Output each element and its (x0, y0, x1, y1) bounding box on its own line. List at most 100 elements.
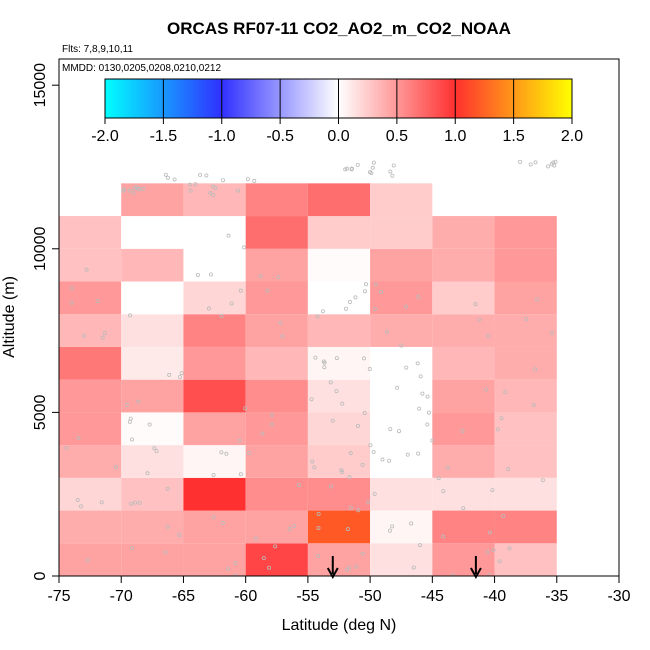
sample-point (221, 178, 226, 183)
sample-point (137, 500, 142, 505)
sample-point (165, 524, 170, 529)
sample-point (360, 551, 365, 556)
sample-point (347, 475, 352, 480)
sample-point (497, 559, 502, 564)
sample-point (486, 333, 491, 338)
sample-point (533, 367, 538, 372)
sample-point (380, 457, 385, 462)
x-tick-label: -40 (483, 588, 506, 605)
sample-point (417, 406, 422, 411)
heatmap-cell (183, 379, 246, 413)
sample-point (355, 162, 360, 167)
heatmap-cell (307, 543, 371, 576)
sample-point (399, 343, 404, 348)
sample-point (415, 361, 420, 366)
heatmap-cell (494, 379, 557, 413)
sample-point (528, 162, 533, 167)
heatmap-cell (59, 346, 122, 380)
sample-point (238, 288, 243, 293)
sample-point (355, 423, 360, 428)
sample-point (129, 545, 134, 550)
heatmap-cell (432, 346, 495, 380)
sample-point (343, 306, 348, 311)
sample-point (363, 282, 368, 287)
x-tick-label: -65 (172, 588, 195, 605)
sample-point (353, 295, 358, 300)
sample-point (310, 459, 315, 464)
colorbar-tick-label: -1.5 (150, 128, 178, 145)
sample-point (441, 534, 446, 539)
heatmap-cells (59, 183, 557, 576)
colorbar-tick-label: -0.5 (266, 128, 294, 145)
sample-point (362, 356, 367, 361)
sample-point (273, 544, 278, 549)
heatmap-cell (245, 216, 308, 249)
sample-point (360, 462, 365, 467)
sample-point (367, 170, 372, 175)
heatmap-cell (245, 445, 308, 478)
heatmap-cell (59, 248, 122, 282)
sample-point (269, 412, 274, 417)
sample-point (425, 422, 430, 427)
colorbar-ticks: -2.0 -1.5 -1.0 -0.5 0.0 0.5 1.0 1.5 2.0 (91, 79, 583, 145)
heatmap-cell (307, 477, 371, 511)
sample-point (390, 173, 395, 178)
sample-point (69, 286, 74, 291)
heatmap-cell (432, 281, 495, 315)
sample-point (425, 394, 430, 399)
heatmap-cell (183, 183, 246, 217)
sample-point (246, 451, 251, 456)
sample-point (441, 489, 446, 494)
sample-point (387, 528, 392, 533)
x-tick-label: -60 (234, 588, 257, 605)
sample-point (179, 371, 184, 376)
arrow-head (326, 567, 339, 580)
sample-point (195, 272, 200, 277)
sample-point (409, 521, 414, 526)
heatmap-cell (432, 510, 495, 544)
sample-point (379, 289, 384, 294)
sample-point (141, 186, 146, 191)
heatmap-cell (245, 510, 308, 544)
sample-point (484, 387, 489, 392)
sample-point (348, 451, 353, 456)
sample-point (487, 572, 492, 576)
x-tick-label: -30 (607, 588, 630, 605)
heatmap-cell (183, 412, 246, 446)
sample-point (371, 449, 376, 454)
sample-point (172, 177, 177, 182)
heatmap-cell (183, 281, 246, 315)
sample-point (206, 306, 211, 311)
sample-point (533, 160, 538, 165)
heatmap-cell (59, 445, 122, 478)
sample-point (253, 536, 258, 541)
sample-point (79, 504, 84, 509)
heatmap-cell (121, 183, 184, 217)
sample-point (219, 314, 224, 319)
heatmap-cell (370, 543, 433, 576)
heatmap-cell (183, 216, 246, 249)
heatmap-cell (494, 346, 557, 380)
sample-point (211, 184, 216, 189)
sample-point (347, 565, 352, 570)
sample-point (315, 314, 320, 319)
sample-point (416, 451, 421, 456)
heatmap-cell (121, 379, 184, 413)
sample-point (137, 186, 142, 191)
heatmap-cell (245, 412, 308, 446)
sample-point (113, 465, 118, 470)
colorbar-tick-label: 0.0 (327, 128, 349, 145)
heatmap-cell (307, 346, 371, 380)
sample-point (204, 173, 209, 178)
sample-point (390, 524, 395, 529)
heatmap-cell (494, 216, 557, 249)
sample-point (260, 431, 265, 436)
sample-point (229, 301, 234, 306)
sample-point (334, 389, 339, 394)
heatmap-cell (307, 248, 371, 282)
colorbar-tick-label: -2.0 (91, 128, 119, 145)
sample-point (316, 553, 321, 558)
sample-point (198, 172, 203, 177)
heatmap-cell (494, 510, 557, 544)
